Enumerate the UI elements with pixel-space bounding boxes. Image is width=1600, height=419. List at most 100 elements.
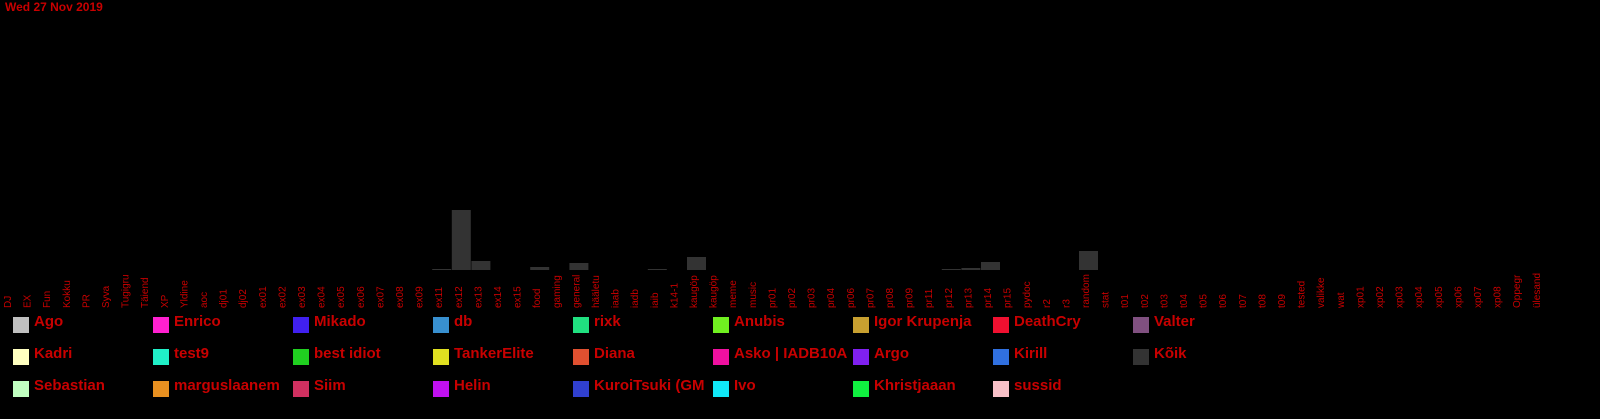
legend-label: Enrico (174, 313, 221, 330)
legend-label: Helin (454, 377, 491, 394)
x-tick-label: pr09 (905, 288, 916, 308)
bar-general (569, 263, 589, 270)
legend-swatch (153, 317, 169, 333)
x-tick-label: Syva (101, 285, 112, 308)
x-tick-label: ex04 (317, 286, 328, 308)
x-tick-label: xp01 (1355, 286, 1366, 308)
legend-swatch (713, 381, 729, 397)
x-tick-label: ex13 (473, 286, 484, 308)
x-tick-label: xp06 (1453, 286, 1464, 308)
legend-label: Valter (1154, 313, 1195, 330)
x-tick-label: pr08 (885, 288, 896, 308)
x-tick-label: t07 (1238, 294, 1249, 308)
bar-ex12 (451, 210, 471, 270)
x-tick-label: Fun (42, 291, 53, 308)
x-tick-label: pr06 (846, 288, 857, 308)
legend-label: Diana (594, 345, 635, 362)
x-tick-label: dj02 (238, 289, 249, 308)
x-tick-label: t09 (1277, 294, 1288, 308)
x-tick-label: Täiend (140, 277, 151, 308)
x-tick-label: ex05 (336, 286, 347, 308)
bar-ex11 (432, 269, 452, 270)
x-tick-label: pydoc (1022, 281, 1033, 308)
x-tick-label: Kokku (62, 280, 73, 308)
x-tick-label: pr11 (924, 288, 935, 308)
legend-swatch (293, 349, 309, 365)
x-tick-label: t02 (1140, 294, 1151, 308)
bar-pr12 (941, 269, 961, 270)
legend-swatch (293, 381, 309, 397)
legend-swatch (573, 349, 589, 365)
bar-iaib (647, 269, 667, 270)
bar-food (530, 267, 550, 270)
x-tick-label: t04 (1179, 294, 1190, 308)
x-tick-label: pr04 (826, 288, 837, 308)
legend-swatch (853, 317, 869, 333)
x-tick-label: ex01 (258, 286, 269, 308)
x-tick-label: xp08 (1493, 286, 1504, 308)
legend-swatch (1133, 317, 1149, 333)
x-tick-label: k14-1 (669, 283, 680, 308)
legend-label: Kadri (34, 345, 73, 362)
x-tick-label: iaib (650, 292, 661, 308)
x-tick-label: pr02 (787, 288, 798, 308)
x-tick-label: gaming (552, 275, 563, 308)
bar-chart: DJ EX Fun Kokku PR Syva Tugigru Täiend XP Yldine a… (3, 210, 1543, 309)
legend-swatch (853, 349, 869, 365)
x-tick-label: ülesand (1532, 273, 1543, 308)
legend-swatch (573, 317, 589, 333)
legend-label: Argo (874, 345, 909, 362)
legend-label: Kõik (1154, 345, 1187, 362)
legend-label: Asko | IADB10A (734, 345, 848, 362)
x-tick-label: t05 (1199, 294, 1210, 308)
x-tick-label: xp03 (1395, 286, 1406, 308)
x-tick-label: ex02 (277, 286, 288, 308)
legend-label: Khristjaaan (874, 377, 956, 394)
legend-swatch (573, 381, 589, 397)
x-tick-label: valikke (1316, 277, 1327, 308)
x-tick-label: ex03 (297, 286, 308, 308)
x-tick-label: r2 (1042, 299, 1053, 308)
bar-pr14 (981, 262, 1000, 270)
x-tick-label: tested (1297, 281, 1308, 308)
legend-label: Mikado (314, 313, 366, 330)
x-tick-label: ex12 (454, 286, 465, 308)
x-tick-label: pr03 (807, 288, 818, 308)
date-label: Wed 27 Nov 2019 (5, 0, 103, 14)
legend-swatch (713, 317, 729, 333)
legend-swatch (993, 317, 1009, 333)
x-tick-label: music (748, 282, 759, 308)
legend-swatch (153, 381, 169, 397)
legend-label: Kirill (1014, 345, 1048, 362)
legend-swatch (13, 381, 29, 397)
x-tick-label: wat (1336, 292, 1347, 309)
x-tick-label: meme (728, 280, 739, 308)
x-tick-label: ex06 (356, 286, 367, 308)
legend-label: Siim (314, 377, 346, 394)
legend-label: TankerElite (454, 345, 534, 362)
x-tick-label: ex15 (513, 286, 524, 308)
x-tick-label: pr15 (1003, 288, 1014, 308)
legend-label: Igor Krupenja (874, 313, 972, 330)
x-tick-label: t08 (1257, 294, 1268, 308)
x-tick-label: t03 (1159, 294, 1170, 308)
bar-pr13 (961, 268, 981, 270)
legend-swatch (293, 317, 309, 333)
x-tick-label: iaab (611, 289, 622, 308)
x-tick-label: hääletu (591, 275, 602, 308)
legend-label: best idiot (314, 345, 381, 362)
x-tick-label: XP (160, 294, 171, 308)
legend-label: db (454, 313, 473, 330)
legend-swatch (153, 349, 169, 365)
x-tick-label: kaugöp (709, 275, 720, 308)
x-tick-label: ex07 (375, 286, 386, 308)
x-tick-label: ex08 (395, 286, 406, 308)
legend-label: Ago (34, 313, 64, 330)
legend-label: sussid (1014, 377, 1062, 394)
x-tick-label: t01 (1120, 294, 1131, 308)
legend-label: Anubis (734, 313, 785, 330)
bar-ex13 (471, 261, 491, 270)
legend-swatch (433, 317, 449, 333)
x-tick-label: DJ (3, 296, 14, 308)
